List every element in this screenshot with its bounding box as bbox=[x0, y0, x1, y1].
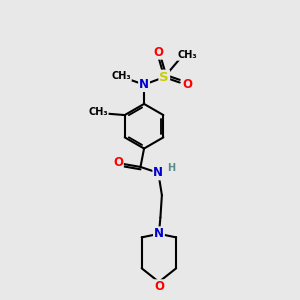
Text: O: O bbox=[153, 46, 163, 59]
Text: N: N bbox=[153, 167, 163, 179]
Text: N: N bbox=[154, 227, 164, 240]
Text: S: S bbox=[160, 71, 169, 84]
Text: O: O bbox=[113, 156, 123, 169]
Text: CH₃: CH₃ bbox=[111, 71, 131, 81]
Text: O: O bbox=[154, 280, 164, 293]
Text: CH₃: CH₃ bbox=[177, 50, 197, 60]
Text: N: N bbox=[139, 78, 149, 91]
Text: H: H bbox=[167, 163, 175, 172]
Text: CH₃: CH₃ bbox=[88, 107, 108, 117]
Text: O: O bbox=[182, 77, 192, 91]
